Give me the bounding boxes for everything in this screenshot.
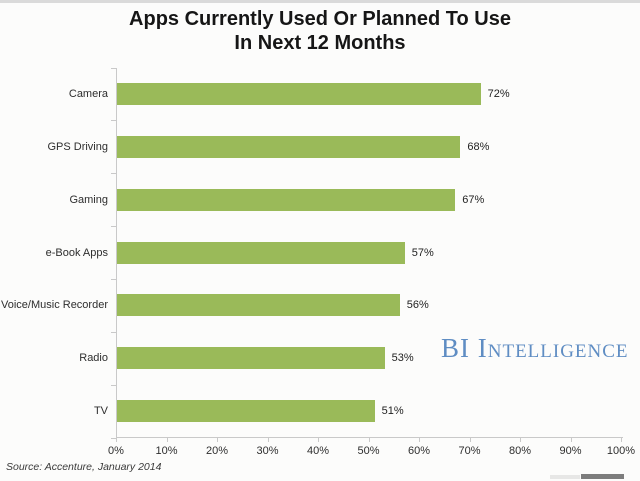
y-axis-tick — [111, 67, 116, 69]
scrollbar-thumb — [581, 474, 624, 479]
x-tick-label: 10% — [155, 445, 178, 457]
x-tick-label: 0% — [108, 445, 124, 457]
source-note: Source: Accenture, January 2014 — [6, 461, 162, 473]
category-label: TV — [93, 405, 108, 418]
x-tick-label: 60% — [407, 445, 431, 457]
bar-value-label: 53% — [391, 352, 414, 365]
scrollbar-track — [550, 475, 580, 479]
bar — [117, 347, 385, 370]
x-axis-tick — [570, 438, 572, 442]
x-axis-tick — [368, 438, 370, 442]
category-label: GPS Driving — [47, 140, 108, 153]
category-label: Camera — [68, 88, 108, 100]
x-tick-label: 90% — [559, 445, 582, 457]
category-label: Voice/Music Recorder — [1, 299, 108, 312]
scrollbar-fragment[interactable] — [550, 474, 625, 480]
x-axis-tick — [419, 438, 420, 442]
bar — [117, 83, 481, 105]
x-axis-tick — [166, 438, 168, 442]
bar-value-label: 57% — [411, 246, 434, 259]
bar — [117, 241, 405, 264]
x-tick-label: 50% — [357, 445, 380, 457]
bar — [117, 188, 456, 211]
y-axis-line — [116, 68, 117, 438]
x-axis-tick — [267, 438, 269, 442]
bar-value-label: 72% — [487, 88, 510, 100]
x-axis-line — [116, 437, 623, 438]
y-axis-tick — [111, 226, 116, 228]
bar-value-label: 56% — [406, 299, 429, 312]
x-axis-tick — [520, 438, 521, 442]
chart-title-line1: Apps Currently Used Or Planned To Use — [129, 8, 511, 30]
bar — [117, 294, 400, 317]
category-label: Radio — [79, 352, 108, 365]
x-tick-label: 40% — [306, 445, 330, 457]
x-axis-tick — [621, 438, 622, 442]
bi-intelligence-watermark: BI Intelligence — [441, 333, 629, 363]
x-tick-label: 100% — [606, 445, 636, 457]
y-axis-tick — [111, 331, 116, 333]
window-top-edge — [0, 0, 640, 3]
y-axis-tick — [111, 173, 116, 175]
y-axis-tick — [111, 384, 116, 386]
chart-title-line2: In Next 12 Months — [234, 32, 406, 54]
y-axis-tick — [111, 437, 116, 439]
category-label: e-Book Apps — [45, 246, 108, 259]
x-axis-tick — [217, 438, 218, 442]
x-axis-tick — [318, 438, 319, 442]
chart-title: Apps Currently Used Or Planned To Use In… — [0, 7, 640, 55]
bar — [117, 135, 461, 158]
bar — [117, 400, 375, 423]
bar-value-label: 68% — [467, 140, 490, 153]
category-label: Gaming — [69, 193, 108, 206]
x-axis-tick — [116, 438, 117, 442]
bar-value-label: 51% — [381, 405, 404, 418]
y-axis-tick — [111, 279, 116, 280]
bar-value-label: 67% — [462, 193, 485, 206]
x-tick-label: 80% — [508, 445, 532, 457]
x-tick-label: 70% — [458, 445, 481, 457]
x-tick-label: 20% — [205, 445, 229, 457]
y-axis-tick — [111, 120, 116, 122]
x-tick-label: 30% — [256, 445, 279, 457]
x-axis-tick — [469, 438, 471, 442]
